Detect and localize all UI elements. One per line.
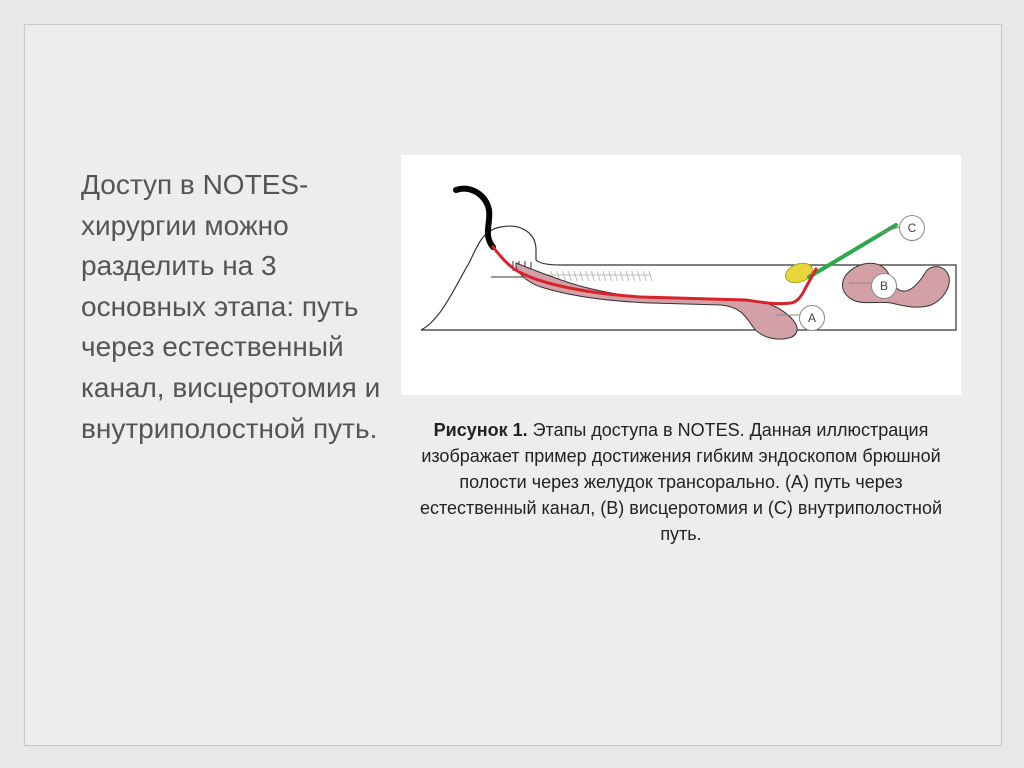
left-column: Доступ в NOTES-хирургии можно разделить … bbox=[81, 145, 401, 705]
figure-caption: Рисунок 1. Этапы доступа в NOTES. Данная… bbox=[401, 417, 961, 547]
right-column: A B C Рисунок 1. Этапы доступа в NOTES. Да… bbox=[401, 145, 961, 705]
diagram-label-c: C bbox=[899, 215, 925, 241]
caption-bold: Рисунок 1. bbox=[434, 420, 528, 440]
content-row: Доступ в NOTES-хирургии можно разделить … bbox=[81, 145, 961, 705]
figure-illustration: A B C bbox=[401, 155, 961, 395]
main-paragraph: Доступ в NOTES-хирургии можно разделить … bbox=[81, 165, 381, 449]
diagram-label-b: B bbox=[871, 273, 897, 299]
slide-frame: Доступ в NOTES-хирургии можно разделить … bbox=[24, 24, 1002, 746]
diagram-label-a: A bbox=[799, 305, 825, 331]
